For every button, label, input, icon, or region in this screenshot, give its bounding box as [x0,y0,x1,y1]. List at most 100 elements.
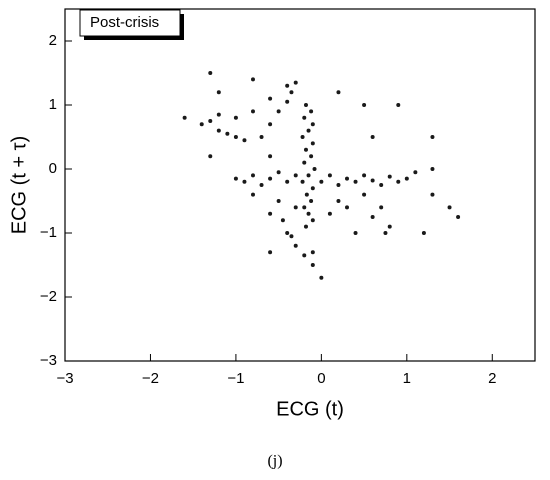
point [233,176,238,181]
point [303,224,308,229]
point [276,170,281,175]
point [430,192,435,197]
point [456,215,461,219]
point [293,80,298,85]
point [251,173,255,178]
point [233,115,238,120]
y-tick-label: −3 [40,352,57,369]
point [208,71,213,75]
point [370,178,375,183]
point [312,167,317,171]
x-tick-label: −2 [142,370,159,387]
point [208,119,213,123]
x-axis-label: ECG (t) [276,398,344,420]
point [268,122,273,127]
point [421,231,426,235]
point [396,179,401,184]
point [306,211,311,216]
point [285,83,290,88]
point [327,173,332,178]
x-tick-label: −1 [227,370,244,387]
point [447,205,452,210]
point [336,199,341,203]
point [309,109,314,114]
point [302,115,307,120]
point [310,186,315,191]
point [268,211,273,216]
point [302,205,307,210]
point [285,99,290,104]
point [293,173,298,178]
plot-frame [64,8,536,362]
y-tick-label: −2 [40,288,57,305]
point [387,224,392,229]
point [303,147,308,152]
point [383,231,388,235]
point [306,128,311,133]
point [285,231,290,235]
point [208,154,213,159]
point [293,205,298,210]
point [300,179,305,184]
point [251,109,255,114]
point [404,176,409,181]
legend-label: Post-crisis [90,14,159,31]
point [259,135,264,139]
y-tick-label: 1 [49,96,57,113]
point [268,96,273,101]
point [353,231,358,235]
point [336,183,341,187]
y-tick-label: −1 [40,224,57,241]
point [251,77,255,82]
point [276,109,281,114]
legend-box [79,9,181,37]
point [430,135,435,139]
point [362,173,367,178]
point [268,176,273,181]
point [309,154,314,159]
point [370,215,375,219]
point [289,90,294,95]
point [430,167,435,171]
x-tick-label: 0 [317,370,325,387]
x-tick-label: 1 [403,370,411,387]
point [242,179,247,184]
point [379,183,384,187]
point [396,103,401,107]
caption: (j) [267,453,282,470]
point [302,160,307,165]
point [413,170,418,175]
point [304,192,309,197]
point [289,234,294,239]
point [387,174,392,179]
point [327,211,332,216]
point [345,205,349,210]
point [319,275,324,280]
point [259,183,264,187]
y-tick-label: 0 [49,160,57,177]
point [370,135,375,139]
point [310,250,315,255]
y-axis-label: ECG (t + τ) [8,136,30,234]
point [251,192,255,197]
point [276,199,281,203]
point [216,90,221,95]
point [345,176,349,181]
point [280,218,285,223]
point [310,141,315,146]
point [336,90,341,95]
point [302,253,307,258]
point [310,263,315,267]
x-tick-label: −3 [56,370,73,387]
point [233,135,238,139]
point [319,179,324,184]
point [225,131,230,136]
point [182,115,187,120]
y-tick-label: 2 [49,32,57,49]
point [303,103,308,107]
point [216,128,221,133]
point [268,154,273,159]
point [216,112,221,117]
point [379,205,384,210]
